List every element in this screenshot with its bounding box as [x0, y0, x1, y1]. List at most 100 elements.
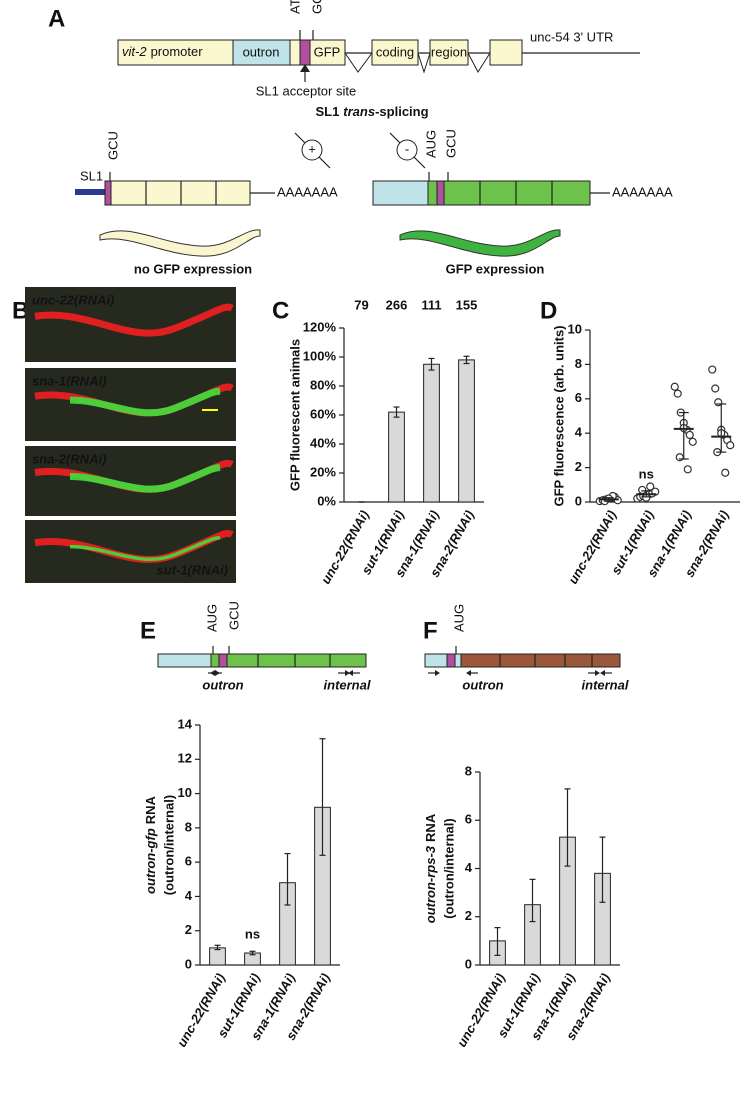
y-tick-label: 80% — [310, 377, 336, 392]
data-point — [685, 430, 694, 440]
y-tick-label: 10 — [568, 321, 582, 336]
primer-head — [435, 670, 440, 676]
worm-outline — [34, 303, 234, 337]
box — [210, 653, 220, 668]
box — [489, 39, 523, 66]
y-axis-label: (outron/internal) — [441, 818, 456, 918]
micrograph — [25, 368, 236, 441]
primer-label: internal — [582, 677, 629, 692]
aug-label: AUG — [423, 130, 438, 158]
coding-label: coding — [376, 44, 414, 59]
x-tick-label: unc-22(RNAi) — [565, 508, 619, 587]
plus-label: + — [308, 141, 316, 156]
box — [429, 39, 469, 66]
acceptor-label: SL1 acceptor site — [256, 83, 356, 98]
micrograph — [25, 446, 236, 516]
splicing-prefix: SL1 — [315, 104, 339, 119]
y-tick-label: 6 — [465, 812, 472, 827]
primer-head — [595, 670, 600, 676]
box — [427, 180, 438, 206]
y-tick-label: 4 — [575, 425, 583, 440]
y-tick-label: 60% — [310, 406, 336, 421]
primer-head — [348, 670, 353, 676]
bar — [423, 363, 440, 503]
panel-letter: F — [423, 617, 438, 644]
y-tick-label: 8 — [465, 763, 472, 778]
box — [460, 653, 621, 668]
y-label-gene: outron-gfp — [143, 828, 158, 894]
polya-label: AAAAAAA — [277, 184, 338, 199]
box — [371, 39, 419, 66]
intron — [344, 52, 373, 73]
primer-head — [466, 670, 471, 676]
data-point — [708, 365, 717, 374]
y-axis-label: outron-rps-3 RNA — [423, 813, 438, 923]
caption: no GFP expression — [134, 261, 252, 276]
x-tick-label: unc-22(RNAi) — [454, 971, 508, 1050]
data-point — [683, 465, 692, 474]
image-label: sna-2(RNAi) — [32, 451, 106, 466]
sl1-leader — [75, 189, 105, 195]
worm-gfp — [69, 535, 221, 561]
y-tick-label: 40% — [310, 435, 336, 450]
y-label-gene: outron-rps-3 — [423, 845, 438, 923]
bar — [388, 411, 405, 503]
data-point — [670, 382, 679, 391]
y-tick-label: 20% — [310, 464, 336, 479]
intron — [417, 52, 431, 74]
box — [454, 653, 462, 668]
worm — [99, 229, 261, 257]
promoter-word: promoter — [151, 44, 204, 59]
utr-label: unc-54 3' UTR — [530, 29, 613, 44]
primer-label: outron — [462, 677, 503, 692]
y-tick-label: 8 — [185, 819, 192, 834]
promoter-label: vit-2 promoter — [122, 44, 203, 59]
polya-label: AAAAAAA — [612, 184, 673, 199]
worm-gfp — [69, 464, 221, 493]
splicing-emph: trans — [343, 104, 375, 119]
n-label: 155 — [456, 297, 478, 312]
box — [104, 180, 112, 206]
bar — [209, 947, 226, 966]
box — [443, 180, 591, 206]
data-point — [673, 389, 682, 398]
n-label: 111 — [421, 297, 441, 312]
gcu-label: GCU — [226, 601, 241, 630]
y-tick-label: 8 — [575, 356, 582, 371]
y-tick-label: 6 — [185, 854, 192, 869]
gcu-label: GCU — [105, 131, 120, 160]
data-point — [711, 384, 720, 393]
panel-letter: D — [540, 297, 557, 324]
primer-head — [600, 670, 605, 676]
aug-label: AUG — [451, 604, 466, 632]
box — [436, 180, 445, 206]
y-tick-label: 0 — [185, 956, 192, 971]
image-label: sut-1(RNAi) — [157, 562, 229, 577]
worm-gfp — [69, 387, 221, 417]
micrograph — [25, 287, 236, 362]
y-axis-label: outron-gfp RNA — [143, 795, 158, 893]
y-tick-label: 2 — [185, 922, 192, 937]
aug-label: AUG — [204, 604, 219, 632]
worm — [399, 229, 561, 257]
box — [289, 39, 301, 66]
panel-letter: C — [272, 297, 289, 324]
data-point — [646, 482, 655, 491]
box — [218, 653, 228, 668]
sl1-label: SL1 — [80, 168, 103, 183]
box — [232, 39, 291, 66]
y-label-unit: RNA — [423, 813, 438, 842]
y-axis-label: GFP fluorescence (arb. units) — [551, 325, 566, 506]
data-point — [688, 437, 697, 446]
arrowhead — [300, 64, 310, 72]
y-axis-label: (outron/internal) — [161, 795, 176, 895]
y-tick-label: 120% — [303, 319, 337, 334]
micrograph — [25, 520, 236, 583]
box — [226, 653, 367, 668]
gct-label: GCT — [309, 0, 324, 14]
primer-label: internal — [324, 677, 371, 692]
box — [309, 39, 346, 66]
caption: GFP expression — [446, 261, 545, 276]
box — [157, 653, 212, 668]
